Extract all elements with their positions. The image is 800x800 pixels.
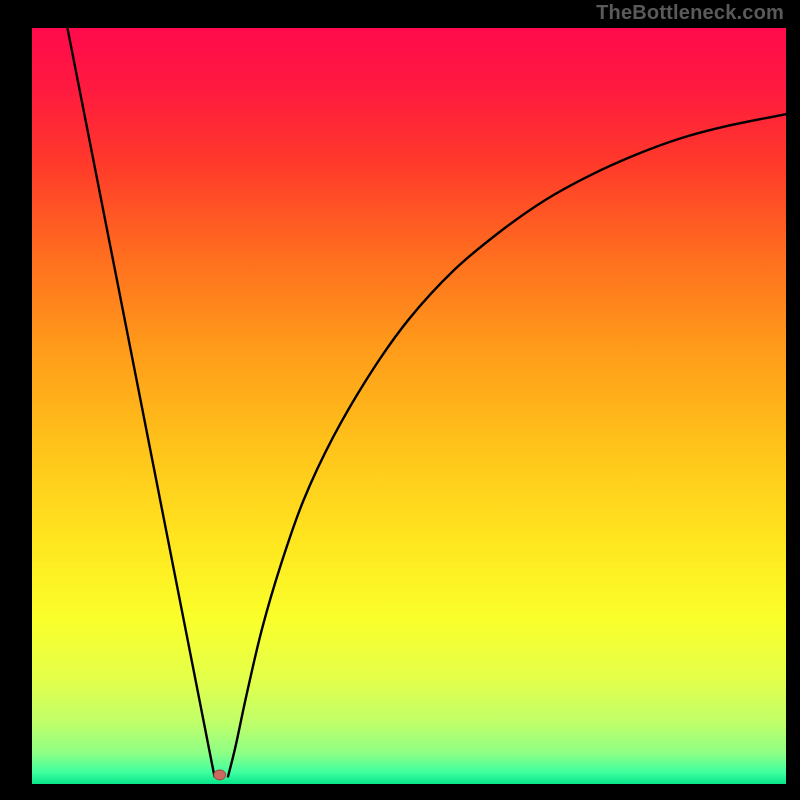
bottleneck-chart [0,0,800,800]
attribution-text: TheBottleneck.com [596,2,784,25]
chart-frame: TheBottleneck.com [0,0,800,800]
optimal-point-marker [214,770,226,780]
